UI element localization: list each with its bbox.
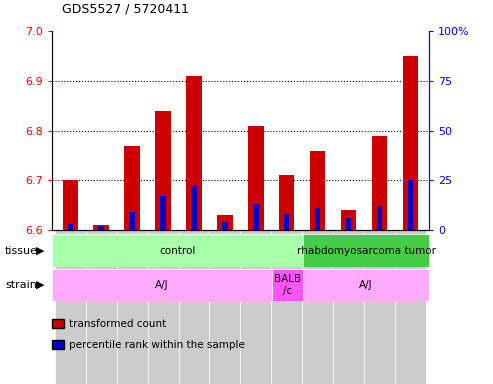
Bar xyxy=(253,204,258,230)
Bar xyxy=(408,180,413,230)
Bar xyxy=(160,197,166,230)
Text: ▶: ▶ xyxy=(36,280,44,290)
Bar xyxy=(52,269,272,301)
Bar xyxy=(303,234,429,267)
Bar xyxy=(124,146,140,230)
Text: A/J: A/J xyxy=(155,280,169,290)
Bar xyxy=(117,230,147,384)
Bar xyxy=(272,269,303,301)
Bar xyxy=(86,230,117,384)
Text: strain: strain xyxy=(5,280,37,290)
Text: control: control xyxy=(159,245,196,256)
Bar xyxy=(63,180,78,230)
Bar xyxy=(68,224,73,230)
Text: transformed count: transformed count xyxy=(69,319,166,329)
Bar xyxy=(341,210,356,230)
Bar xyxy=(271,230,302,384)
Bar xyxy=(241,230,271,384)
Text: A/J: A/J xyxy=(359,280,373,290)
Bar xyxy=(364,230,395,384)
Bar xyxy=(284,214,289,230)
Text: tissue: tissue xyxy=(5,245,38,256)
Bar xyxy=(129,212,135,230)
Text: ▶: ▶ xyxy=(36,245,44,256)
Bar xyxy=(52,234,303,267)
Bar xyxy=(315,209,320,230)
Bar xyxy=(303,269,429,301)
Text: rhabdomyosarcoma tumor: rhabdomyosarcoma tumor xyxy=(297,245,435,256)
Bar xyxy=(222,222,228,230)
Bar xyxy=(99,227,104,230)
Text: percentile rank within the sample: percentile rank within the sample xyxy=(69,340,245,350)
Bar xyxy=(147,230,178,384)
Bar xyxy=(186,76,202,230)
Bar xyxy=(302,230,333,384)
Bar xyxy=(395,230,426,384)
Bar xyxy=(178,230,210,384)
Bar xyxy=(279,175,294,230)
Bar xyxy=(372,136,387,230)
Bar xyxy=(155,111,171,230)
Bar xyxy=(377,207,382,230)
Bar xyxy=(333,230,364,384)
Bar xyxy=(346,218,352,230)
Bar xyxy=(94,225,109,230)
Text: GDS5527 / 5720411: GDS5527 / 5720411 xyxy=(62,2,189,15)
Text: BALB
/c: BALB /c xyxy=(274,274,301,296)
Bar xyxy=(55,230,86,384)
Bar xyxy=(217,215,233,230)
Bar xyxy=(310,151,325,230)
Bar xyxy=(191,187,197,230)
Bar xyxy=(403,56,418,230)
Bar xyxy=(210,230,241,384)
Bar xyxy=(248,126,264,230)
